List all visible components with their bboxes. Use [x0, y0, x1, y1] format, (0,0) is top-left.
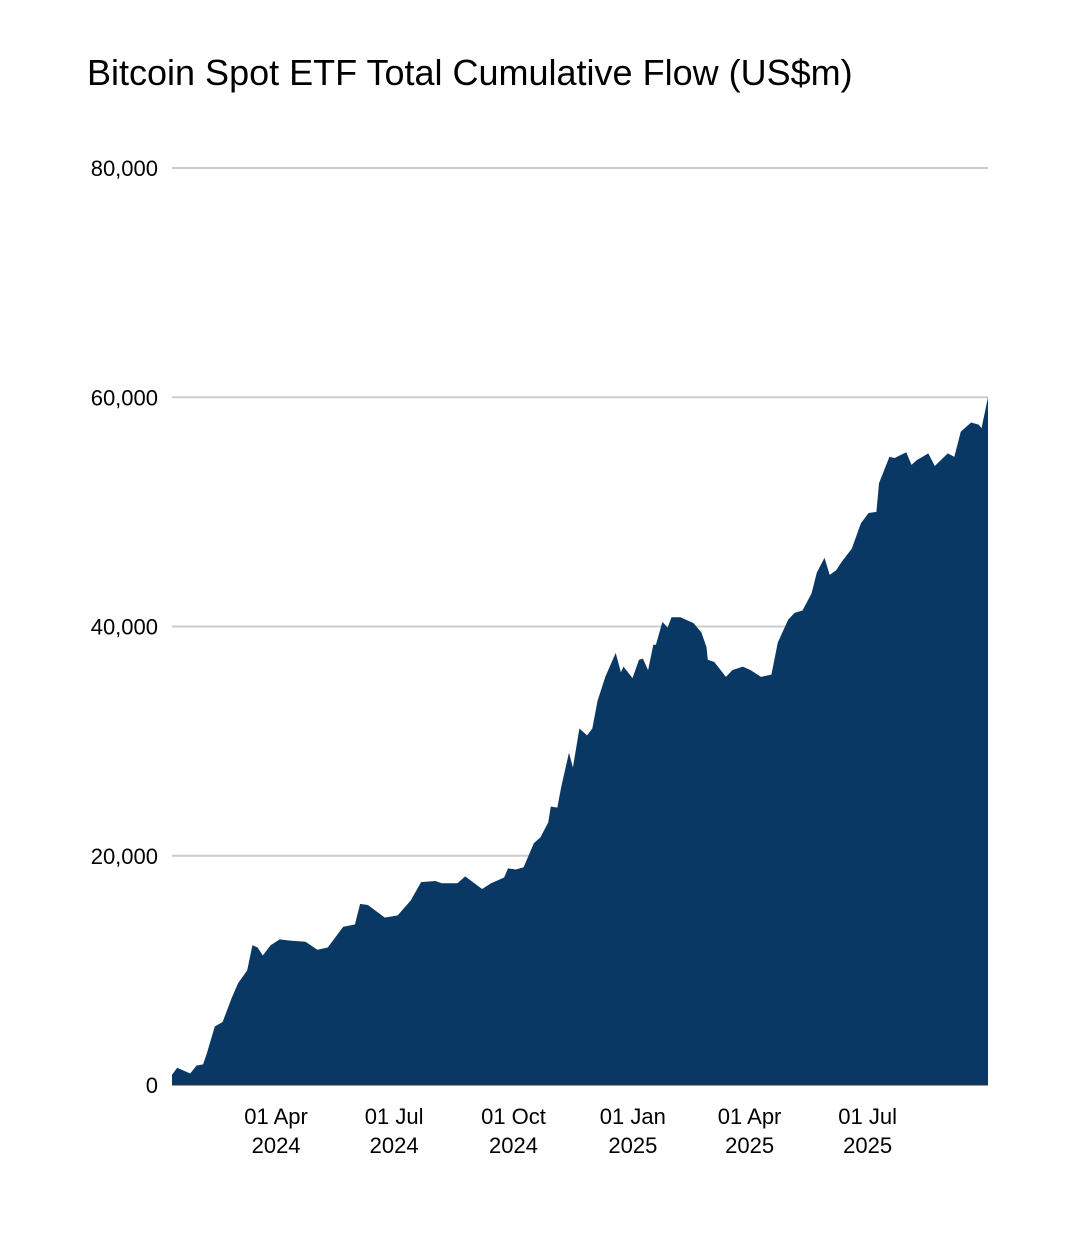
- x-tick-label: 01 Oct: [481, 1104, 546, 1129]
- x-tick-year-label: 2024: [252, 1133, 301, 1158]
- x-tick-label: 01 Jul: [365, 1104, 424, 1129]
- y-tick-label: 40,000: [91, 615, 158, 640]
- x-tick-year-label: 2025: [843, 1133, 892, 1158]
- x-tick-label: 01 Apr: [718, 1104, 782, 1129]
- x-tick-year-label: 2025: [608, 1133, 657, 1158]
- x-tick-label: 01 Apr: [244, 1104, 308, 1129]
- x-tick-year-label: 2025: [725, 1133, 774, 1158]
- x-axis-ticks: 01 Apr 2024 01 Jul 2024 01 Oct 2024 01 Jan 2025…: [244, 1104, 897, 1158]
- y-tick-label: 60,000: [91, 385, 158, 410]
- x-tick-year-label: 2024: [489, 1133, 538, 1158]
- y-tick-label: 20,000: [91, 844, 158, 869]
- y-tick-label: 0: [146, 1073, 158, 1098]
- y-tick-label: 80,000: [91, 156, 158, 181]
- chart-title: Bitcoin Spot ETF Total Cumulative Flow (…: [87, 52, 853, 93]
- y-axis-ticks: 0 20,000 40,000 60,000 80,000: [91, 156, 158, 1098]
- x-tick-label: 01 Jan: [600, 1104, 666, 1129]
- cumulative-flow-area: [172, 397, 988, 1085]
- x-tick-label: 01 Jul: [838, 1104, 897, 1129]
- x-tick-year-label: 2024: [370, 1133, 419, 1158]
